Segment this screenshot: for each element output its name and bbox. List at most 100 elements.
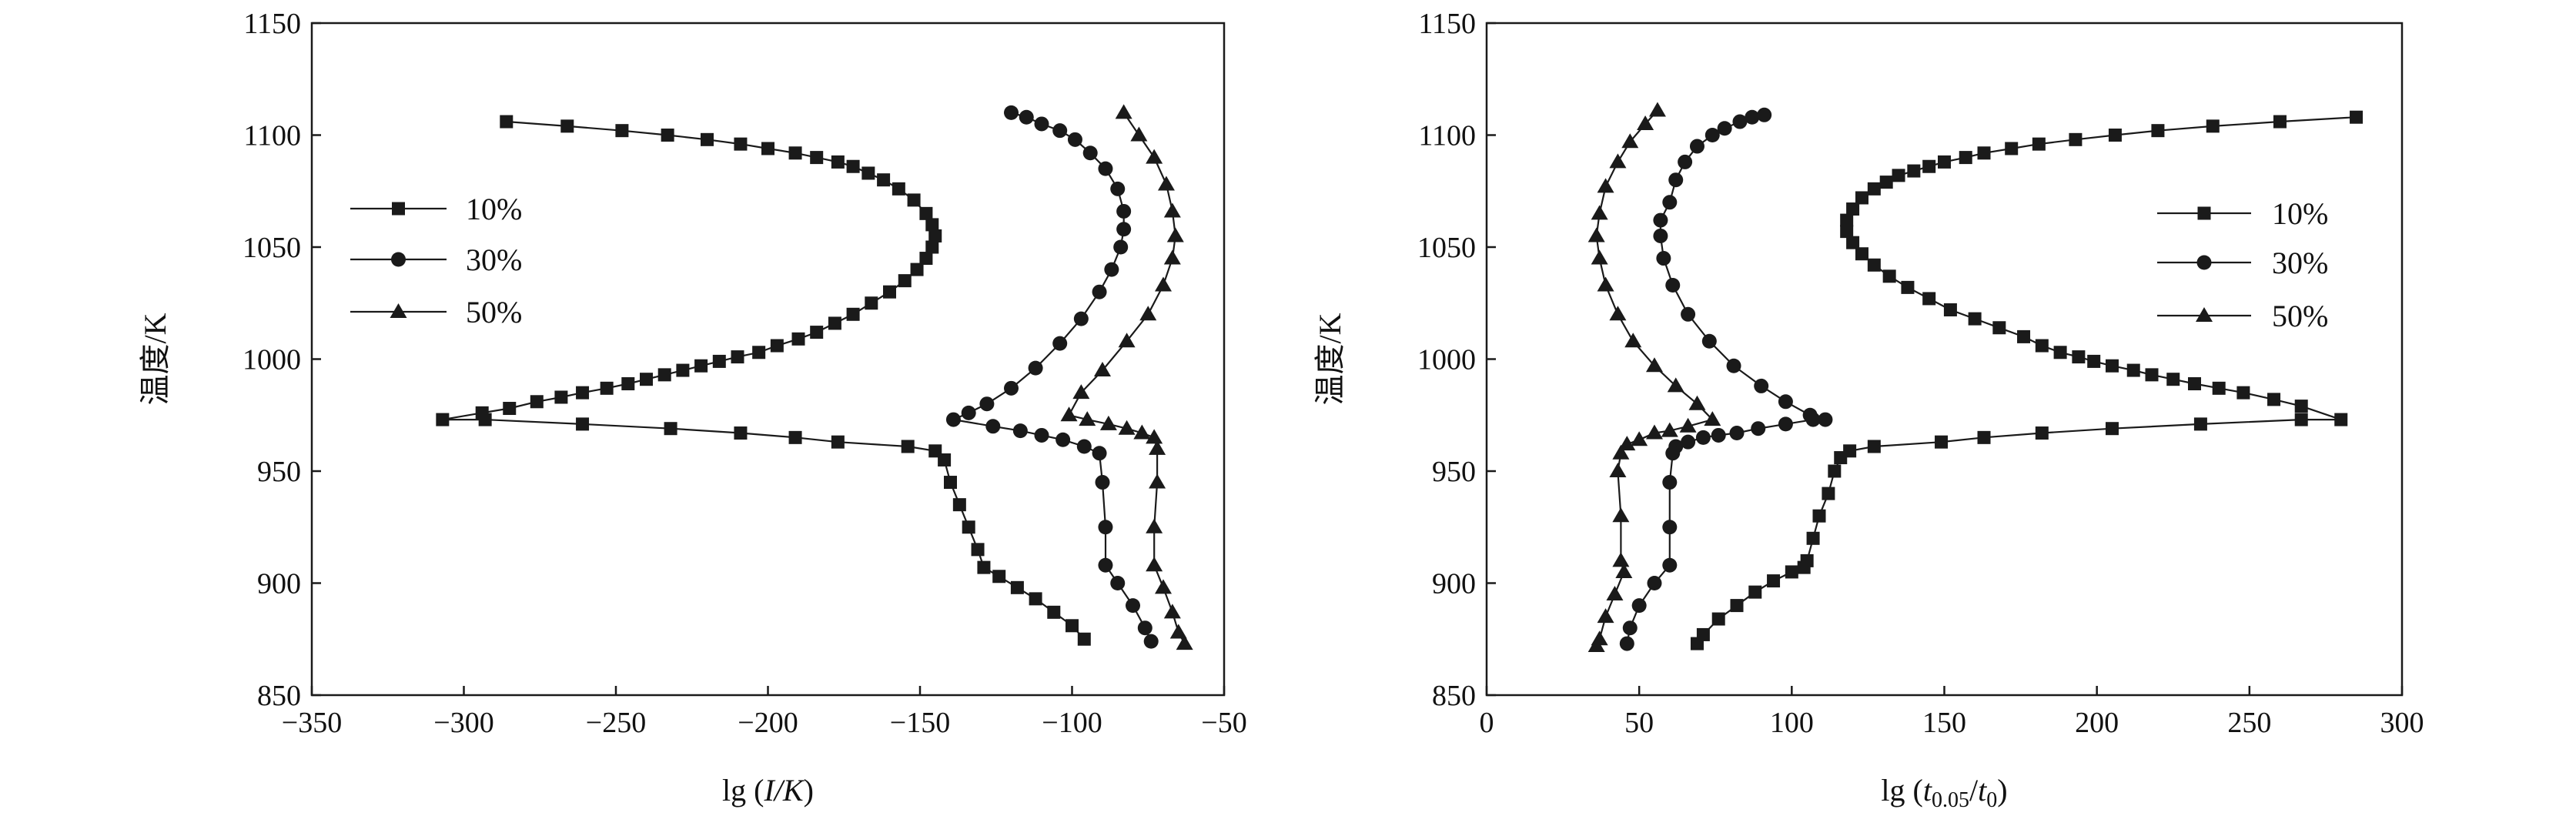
data-point bbox=[1834, 451, 1848, 465]
data-point bbox=[1637, 115, 1654, 130]
x-axis-label-part: / bbox=[1969, 773, 1979, 808]
data-point bbox=[1149, 473, 1166, 489]
y-tick-label: 1100 bbox=[1418, 120, 1476, 152]
legend-item: 10% bbox=[350, 192, 522, 226]
data-point bbox=[877, 173, 891, 187]
data-point bbox=[2294, 400, 2308, 413]
data-point bbox=[1169, 624, 1187, 639]
data-point bbox=[1092, 284, 1107, 299]
data-point bbox=[1711, 427, 1726, 443]
data-point bbox=[1867, 440, 1881, 453]
data-point bbox=[1098, 161, 1113, 176]
y-axis-label: 温度/K bbox=[138, 313, 172, 405]
data-point bbox=[1028, 360, 1043, 376]
data-point bbox=[907, 193, 921, 207]
data-point bbox=[2294, 413, 2308, 426]
data-point bbox=[1855, 247, 1868, 261]
data-point bbox=[831, 435, 845, 449]
data-point bbox=[1612, 507, 1630, 523]
data-point bbox=[761, 142, 774, 156]
data-point bbox=[1597, 276, 1614, 292]
legend-label: 50% bbox=[2272, 299, 2328, 333]
x-axis-label-part: ) bbox=[1997, 773, 2007, 808]
data-point bbox=[1079, 411, 1096, 426]
data-point bbox=[831, 155, 845, 169]
data-point bbox=[731, 350, 744, 364]
data-point bbox=[1163, 202, 1181, 218]
data-point bbox=[621, 377, 635, 391]
data-point bbox=[2212, 381, 2226, 395]
data-point bbox=[992, 570, 1006, 584]
series-line bbox=[1067, 112, 1186, 644]
data-point bbox=[1052, 336, 1068, 351]
data-point bbox=[1855, 191, 1868, 205]
legend-item: 50% bbox=[350, 295, 522, 329]
x-tick-label: 100 bbox=[1770, 707, 1814, 739]
data-point bbox=[2035, 339, 2049, 353]
data-point bbox=[1662, 195, 1678, 210]
y-tick-label: 950 bbox=[257, 456, 301, 488]
data-point bbox=[734, 137, 748, 151]
data-point bbox=[1690, 637, 1704, 650]
data-point bbox=[2273, 115, 2287, 129]
x-axis-label-part: 0.05 bbox=[1932, 788, 1969, 812]
data-point bbox=[1072, 384, 1090, 400]
data-point bbox=[1938, 155, 1951, 169]
data-point bbox=[615, 124, 629, 138]
legend-label: 30% bbox=[2272, 246, 2328, 280]
data-point bbox=[1901, 280, 1915, 294]
data-point bbox=[1619, 636, 1634, 651]
data-point bbox=[1591, 205, 1608, 220]
data-point bbox=[985, 419, 1001, 434]
data-point bbox=[810, 326, 824, 339]
data-point bbox=[500, 115, 514, 129]
data-point bbox=[2105, 359, 2119, 373]
x-axis-label: lg (t0.05​/t0​) bbox=[1881, 773, 2007, 812]
data-point bbox=[1137, 620, 1153, 636]
data-point bbox=[865, 296, 878, 310]
data-point bbox=[1597, 178, 1614, 193]
data-point bbox=[1163, 249, 1181, 265]
legend-label: 10% bbox=[2272, 196, 2328, 231]
data-point bbox=[1113, 239, 1129, 255]
data-point bbox=[1098, 557, 1113, 573]
data-point bbox=[1668, 172, 1684, 188]
data-point bbox=[1155, 276, 1172, 292]
data-point bbox=[1146, 149, 1163, 164]
data-point bbox=[1115, 104, 1132, 119]
x-tick-label: −200 bbox=[738, 707, 798, 739]
data-point bbox=[1757, 107, 1772, 122]
data-point bbox=[1667, 377, 1684, 393]
data-point bbox=[910, 263, 924, 276]
data-point bbox=[676, 363, 690, 377]
data-point bbox=[1805, 412, 1821, 427]
data-point bbox=[1055, 432, 1071, 447]
data-point bbox=[1118, 420, 1136, 435]
data-point bbox=[1882, 269, 1896, 283]
data-point bbox=[661, 129, 674, 142]
data-point bbox=[2069, 132, 2083, 146]
data-point bbox=[1662, 475, 1678, 490]
data-point bbox=[770, 339, 784, 353]
data-point bbox=[1992, 321, 2006, 335]
data-point bbox=[1587, 227, 1605, 242]
data-point bbox=[1116, 222, 1132, 237]
data-point bbox=[2151, 124, 2165, 138]
data-point bbox=[2035, 426, 2049, 440]
data-point bbox=[925, 218, 939, 232]
data-point bbox=[2087, 354, 2101, 368]
data-point bbox=[2206, 119, 2220, 133]
data-point bbox=[791, 332, 805, 346]
x-axis-label-part: t bbox=[1978, 773, 1987, 808]
data-point bbox=[1606, 586, 1624, 601]
data-point bbox=[554, 390, 568, 404]
chart-1: −350 −300 −250 −200 −150 −100 −50 850 900 950 1000… bbox=[138, 8, 1247, 808]
data-point bbox=[1034, 116, 1049, 132]
data-point bbox=[1624, 333, 1642, 348]
data-point bbox=[1118, 333, 1136, 348]
data-point bbox=[1149, 440, 1166, 455]
data-point bbox=[1968, 312, 1982, 326]
data-point bbox=[1116, 203, 1132, 219]
data-point bbox=[1648, 102, 1666, 117]
